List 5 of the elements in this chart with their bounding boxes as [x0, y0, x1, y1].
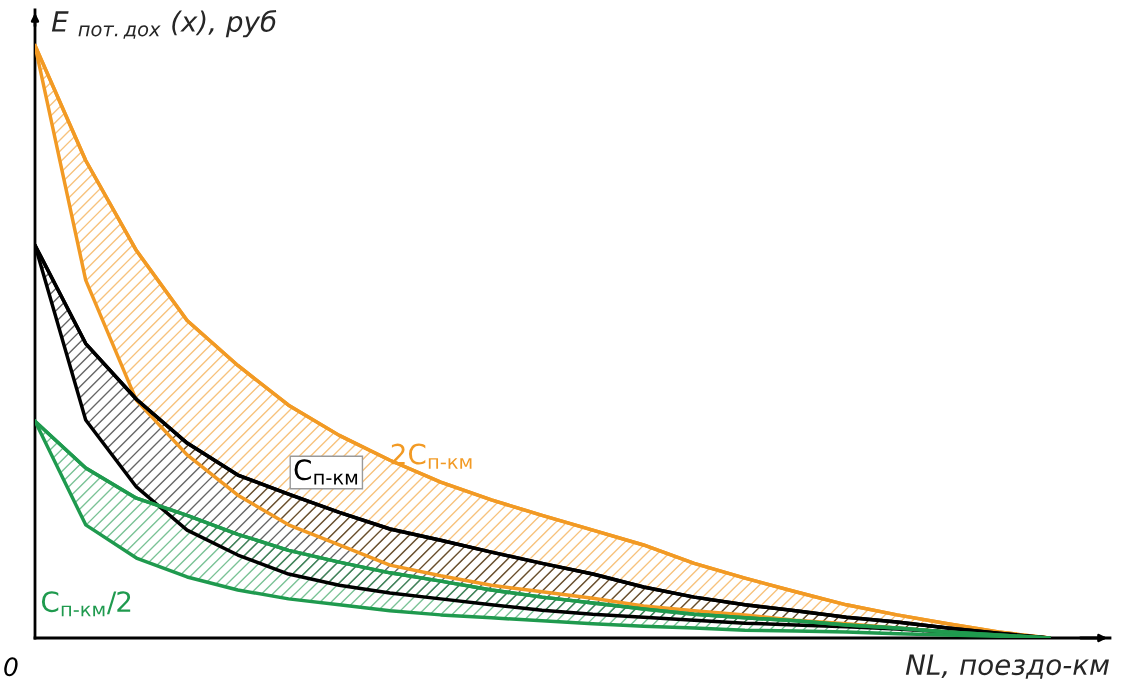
text: 0	[4, 657, 18, 677]
y-axis-title: E $_{пот.дох}$ (x), руб	[51, 10, 277, 39]
x-axis-title: NL, поездо-км	[905, 654, 1109, 679]
annotation: C$_{п-км}$	[294, 459, 358, 485]
annotation: C$_{п-км}$/2	[41, 591, 131, 617]
